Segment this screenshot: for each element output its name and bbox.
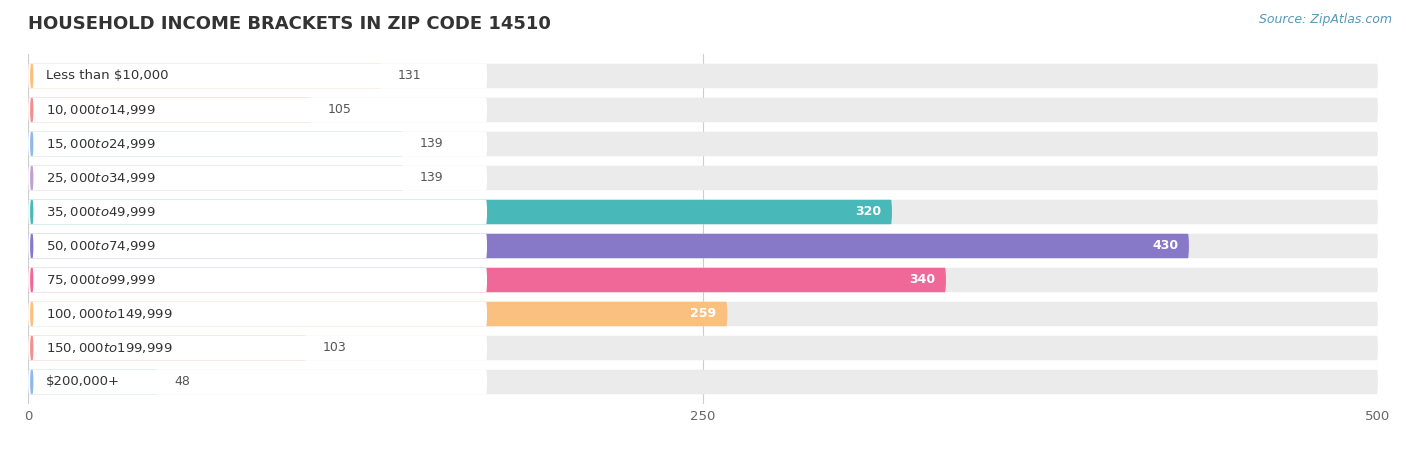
FancyBboxPatch shape <box>28 132 404 156</box>
FancyBboxPatch shape <box>28 200 891 224</box>
FancyBboxPatch shape <box>28 98 1378 122</box>
Text: Source: ZipAtlas.com: Source: ZipAtlas.com <box>1258 13 1392 26</box>
FancyBboxPatch shape <box>28 98 312 122</box>
FancyBboxPatch shape <box>28 302 1378 326</box>
FancyBboxPatch shape <box>28 98 486 122</box>
Text: $35,000 to $49,999: $35,000 to $49,999 <box>46 205 156 219</box>
FancyBboxPatch shape <box>28 234 486 258</box>
FancyBboxPatch shape <box>28 268 486 292</box>
Text: 131: 131 <box>398 70 422 83</box>
FancyBboxPatch shape <box>28 234 1378 258</box>
FancyBboxPatch shape <box>28 302 486 326</box>
Text: $200,000+: $200,000+ <box>46 375 120 388</box>
Circle shape <box>31 234 32 258</box>
Text: 259: 259 <box>690 308 717 321</box>
Circle shape <box>31 200 32 224</box>
FancyBboxPatch shape <box>28 370 486 394</box>
Text: $15,000 to $24,999: $15,000 to $24,999 <box>46 137 156 151</box>
FancyBboxPatch shape <box>28 370 1378 394</box>
Text: $75,000 to $99,999: $75,000 to $99,999 <box>46 273 156 287</box>
FancyBboxPatch shape <box>28 200 1378 224</box>
FancyBboxPatch shape <box>28 302 727 326</box>
Text: $25,000 to $34,999: $25,000 to $34,999 <box>46 171 156 185</box>
FancyBboxPatch shape <box>28 268 946 292</box>
Text: 320: 320 <box>855 206 882 219</box>
Text: 430: 430 <box>1152 239 1178 252</box>
FancyBboxPatch shape <box>28 166 404 190</box>
FancyBboxPatch shape <box>28 64 382 88</box>
FancyBboxPatch shape <box>28 132 486 156</box>
Text: $100,000 to $149,999: $100,000 to $149,999 <box>46 307 173 321</box>
FancyBboxPatch shape <box>28 336 1378 360</box>
Text: $10,000 to $14,999: $10,000 to $14,999 <box>46 103 156 117</box>
FancyBboxPatch shape <box>28 336 307 360</box>
FancyBboxPatch shape <box>28 336 486 360</box>
Text: $50,000 to $74,999: $50,000 to $74,999 <box>46 239 156 253</box>
Circle shape <box>31 336 32 360</box>
Circle shape <box>31 64 32 88</box>
Text: HOUSEHOLD INCOME BRACKETS IN ZIP CODE 14510: HOUSEHOLD INCOME BRACKETS IN ZIP CODE 14… <box>28 15 551 33</box>
Text: 139: 139 <box>419 137 443 150</box>
Text: $150,000 to $199,999: $150,000 to $199,999 <box>46 341 173 355</box>
Text: 340: 340 <box>910 273 935 286</box>
Text: 48: 48 <box>174 375 190 388</box>
Circle shape <box>31 166 32 190</box>
FancyBboxPatch shape <box>28 370 157 394</box>
Circle shape <box>31 268 32 292</box>
Circle shape <box>31 98 32 122</box>
FancyBboxPatch shape <box>28 166 486 190</box>
Text: 103: 103 <box>322 342 346 355</box>
Text: 139: 139 <box>419 172 443 185</box>
Circle shape <box>31 302 32 326</box>
FancyBboxPatch shape <box>28 64 486 88</box>
FancyBboxPatch shape <box>28 268 1378 292</box>
FancyBboxPatch shape <box>28 200 486 224</box>
FancyBboxPatch shape <box>28 132 1378 156</box>
FancyBboxPatch shape <box>28 166 1378 190</box>
Text: Less than $10,000: Less than $10,000 <box>46 70 169 83</box>
Circle shape <box>31 132 32 156</box>
Text: 105: 105 <box>328 103 352 116</box>
FancyBboxPatch shape <box>28 64 1378 88</box>
Circle shape <box>31 370 32 394</box>
FancyBboxPatch shape <box>28 234 1189 258</box>
